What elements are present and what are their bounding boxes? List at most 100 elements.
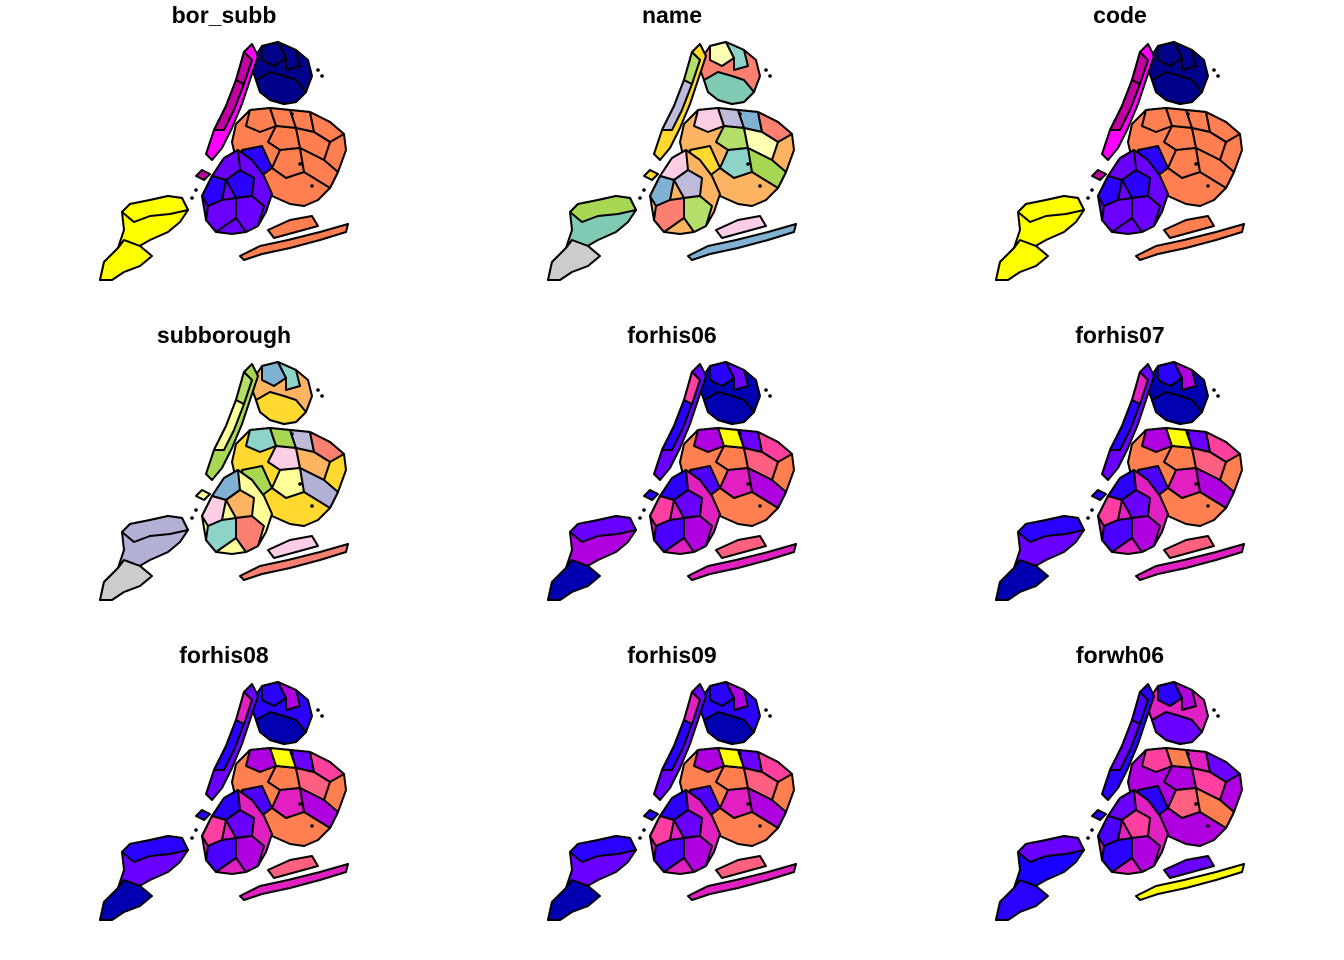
sub-borough-region [673,809,703,839]
sub-borough-region [1131,515,1161,553]
sub-borough-region [255,71,307,105]
sub-borough-region [649,815,675,847]
sub-borough-region [1151,391,1203,425]
map-panel-forhis07: forhis07 [896,320,1344,640]
sub-borough-region [1167,787,1201,819]
island-speck [1212,68,1216,72]
sub-borough-region [271,467,305,499]
island-speck [316,388,320,392]
nyc-map [995,361,1245,601]
sub-borough-region [547,879,601,921]
island-speck [738,432,742,436]
island-speck [310,824,314,828]
sub-borough-region [121,515,189,543]
island-speck [638,516,642,520]
sub-borough-region [547,239,601,281]
island-speck [1216,714,1220,718]
island-speck [1090,508,1094,512]
island-speck [758,824,762,828]
sub-borough-region [719,467,753,499]
island-speck [1086,516,1090,520]
island-speck [310,504,314,508]
sub-borough-region [649,495,675,527]
sub-borough-region [683,515,713,553]
panel-title: name [641,2,703,28]
sub-borough-region [1121,489,1151,519]
island-speck [194,508,198,512]
sub-borough-region [747,467,787,509]
sub-borough-region [747,787,787,829]
sub-borough-region [683,195,713,233]
sub-borough-region [1135,223,1245,261]
sub-borough-region [1141,107,1173,133]
sub-borough-region [121,835,189,863]
sub-borough-region [703,71,755,105]
island-speck [298,162,302,166]
sub-borough-region [649,175,675,207]
sub-borough-region [1151,71,1203,105]
island-speck [194,828,198,832]
sub-borough-region [1131,51,1149,85]
sub-borough-region [673,489,703,519]
sub-borough-region [195,169,211,181]
sub-borough-region [747,147,787,189]
sub-borough-region [299,467,339,509]
sub-borough-region [715,855,767,879]
panel-title: forhis06 [627,322,717,348]
island-speck [310,184,314,188]
sub-borough-region [1163,215,1215,239]
sub-borough-region [1151,711,1203,745]
island-speck [764,68,768,72]
sub-borough-region [995,239,1049,281]
sub-borough-region [1191,767,1227,801]
sub-borough-region [1091,169,1107,181]
island-speck [746,482,750,486]
sub-borough-region [1163,535,1215,559]
sub-borough-region [245,747,277,773]
sub-borough-region [299,147,339,189]
sub-borough-region [245,427,277,453]
sub-borough-region [225,489,255,519]
sub-borough-region [267,535,319,559]
island-speck [738,752,742,756]
sub-borough-region [201,815,227,847]
sub-borough-region [235,691,253,725]
sub-borough-region [1135,543,1245,581]
sub-borough-region [295,447,331,481]
island-speck [298,482,302,486]
island-speck [1206,504,1210,508]
island-speck [1186,432,1190,436]
sub-borough-region [1131,691,1149,725]
sub-borough-region [693,747,725,773]
sub-borough-region [1191,127,1227,161]
sub-borough-region [1121,169,1151,199]
sub-borough-region [1141,747,1173,773]
sub-borough-region [295,767,331,801]
island-speck [298,802,302,806]
sub-borough-region [719,147,753,179]
sub-borough-region [195,489,211,501]
island-speck [758,184,762,188]
sub-borough-region [683,691,701,725]
map-panel-forhis06: forhis06 [448,320,896,640]
sub-borough-region [687,223,797,261]
island-speck [290,112,294,116]
sub-borough-region [1141,427,1173,453]
sub-borough-region [1131,195,1161,233]
sub-borough-region [99,559,153,601]
sub-borough-region [277,41,301,71]
sub-borough-region [1163,855,1215,879]
island-speck [1216,394,1220,398]
sub-borough-region [235,195,265,233]
nyc-map [99,41,349,281]
island-speck [1194,482,1198,486]
sub-borough-region [715,535,767,559]
sub-borough-region [1017,835,1085,863]
sub-borough-region [1195,787,1235,829]
sub-borough-region [569,835,637,863]
sub-borough-region [267,855,319,879]
island-speck [768,394,772,398]
sub-borough-region [299,787,339,829]
island-speck [290,432,294,436]
